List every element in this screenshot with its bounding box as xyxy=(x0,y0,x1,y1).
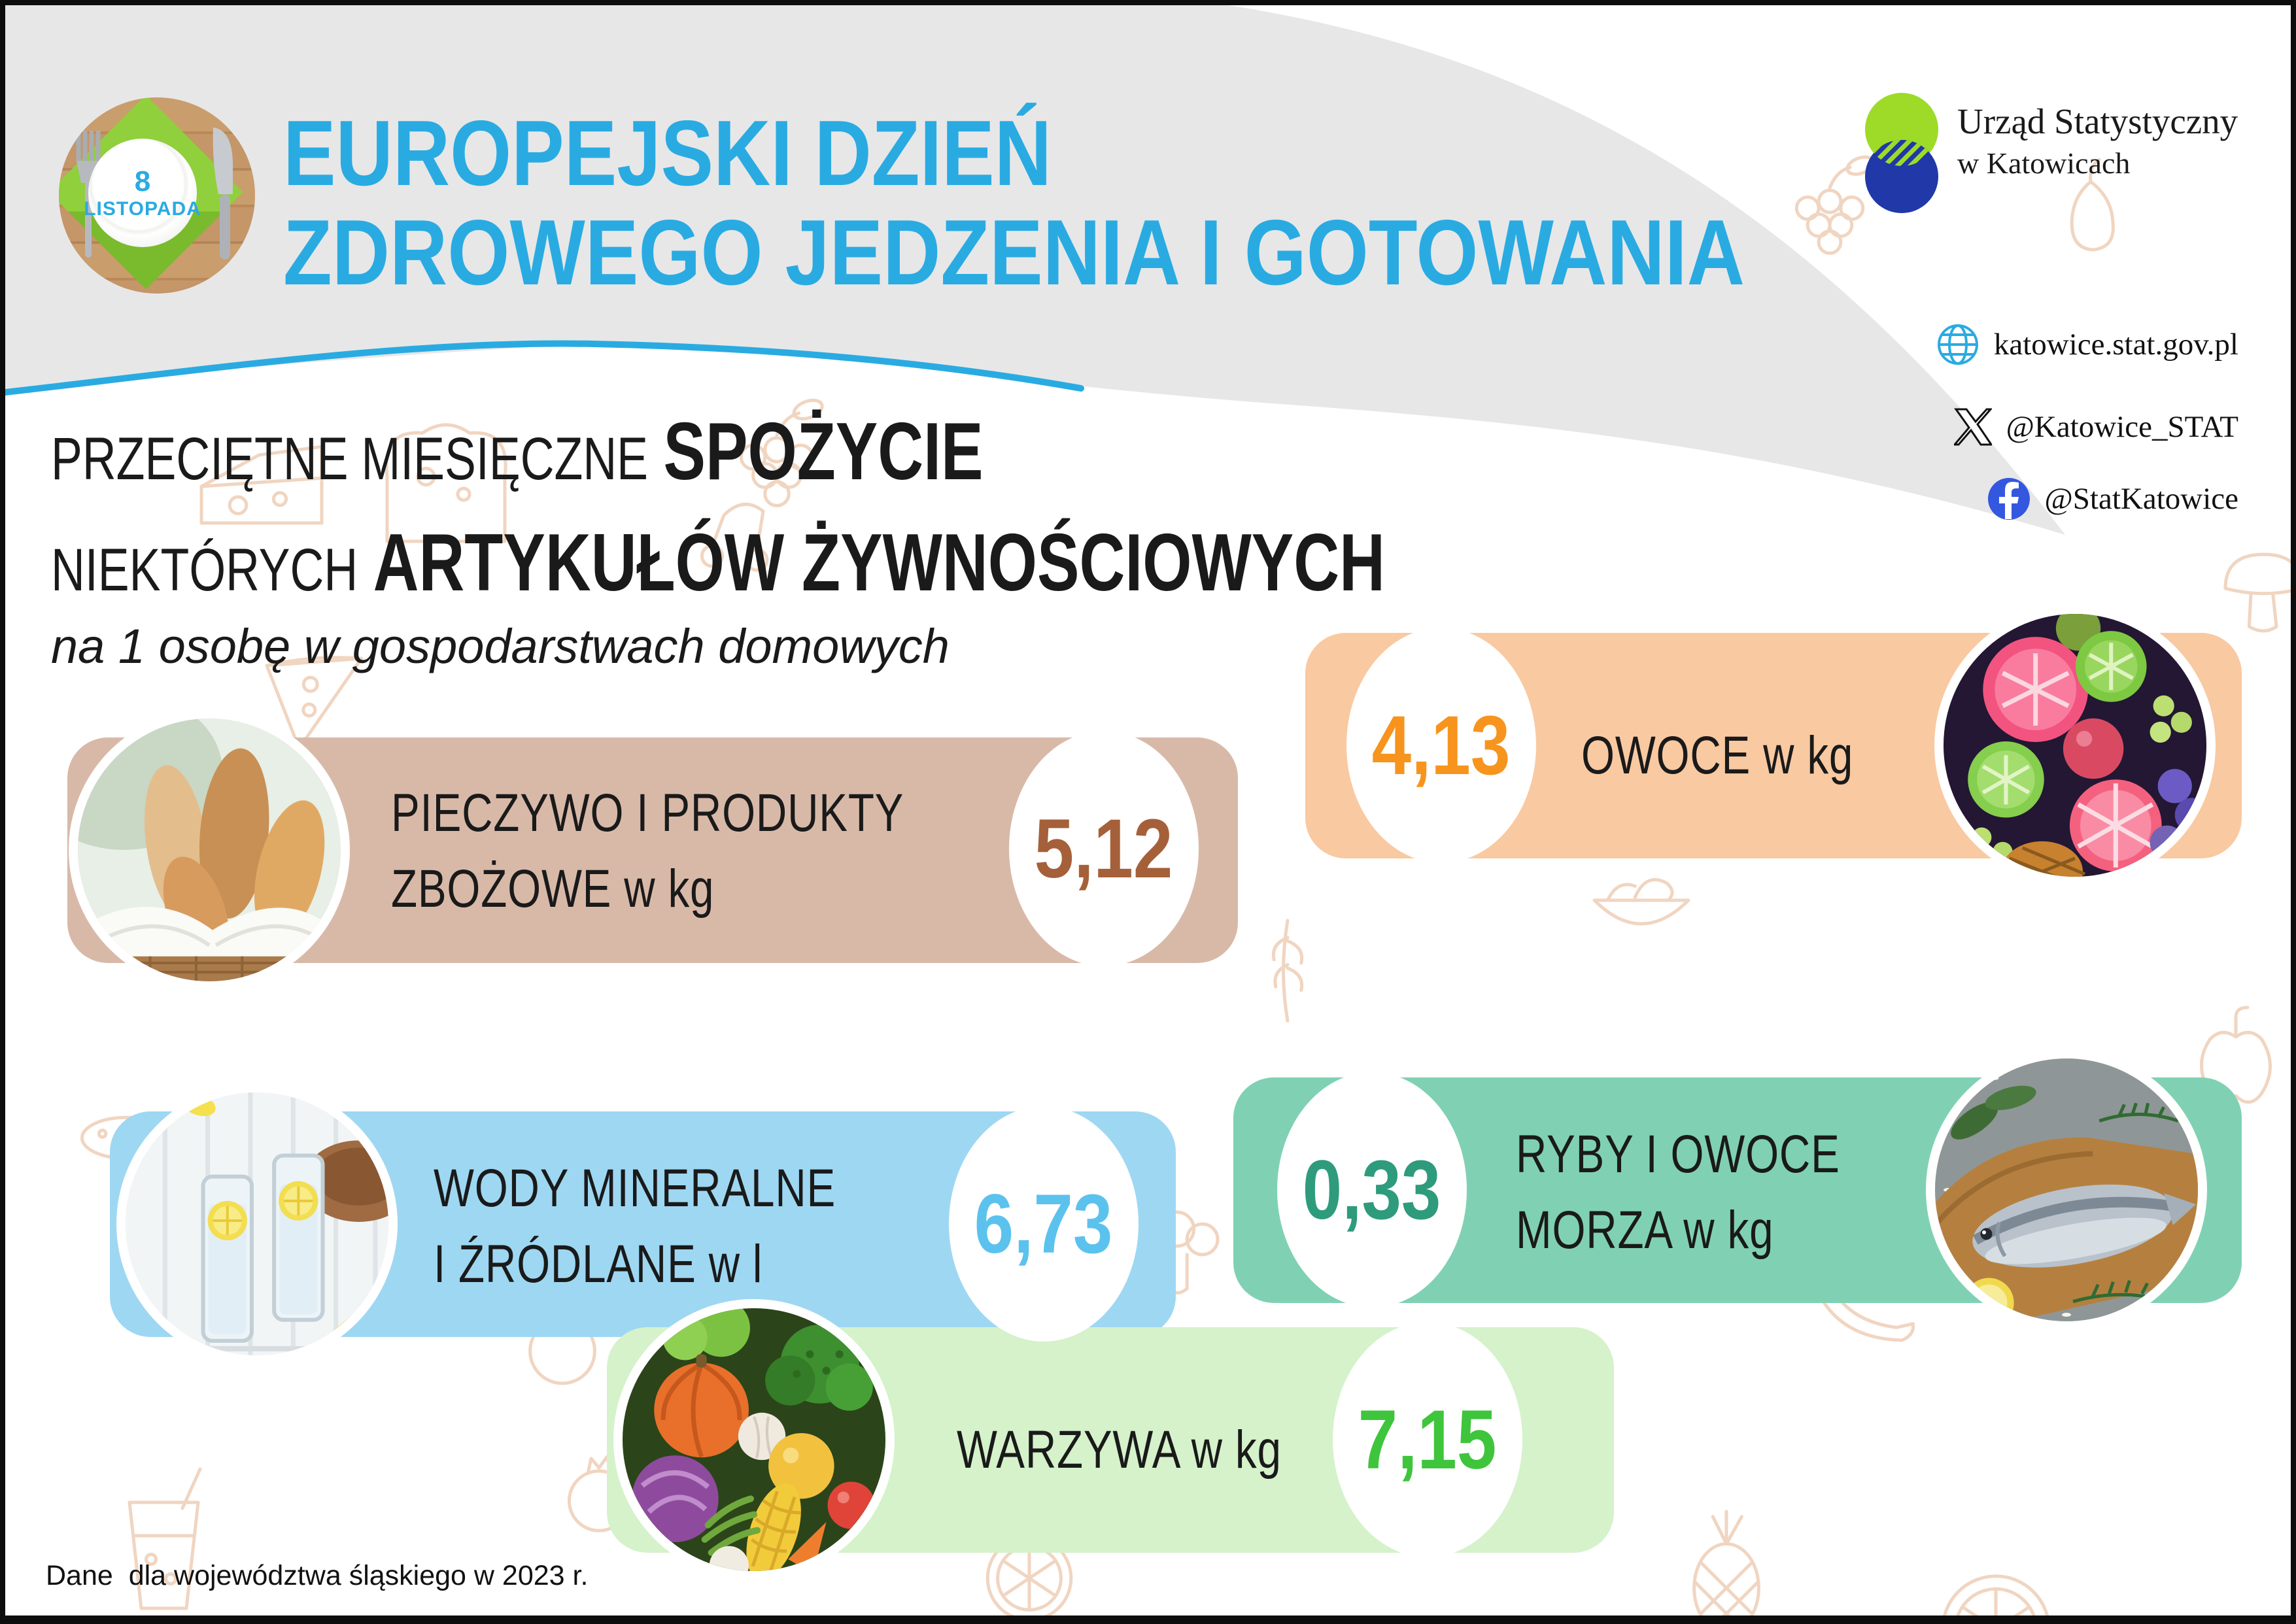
heading-line1: PRZECIĘTNE MIESIĘCZNE SPOŻYCIE xyxy=(51,405,984,498)
card-label-line: I ŹRÓDLANE w l xyxy=(434,1234,763,1294)
card-label-line: OWOCE w kg xyxy=(1581,726,1854,785)
header-blue-curve xyxy=(5,340,1084,396)
org-name: Urząd Statystyczny w Katowicach xyxy=(1957,103,2238,178)
header-gray-shape xyxy=(5,5,2065,535)
value-pieczywo: 5,12 xyxy=(1035,802,1173,896)
facebook-handle-label[interactable]: @StatKatowice xyxy=(2044,482,2238,516)
value-owoce: 4,13 xyxy=(1372,698,1511,792)
x-handle-label[interactable]: @Katowice_STAT xyxy=(2006,410,2238,444)
card-label-line: WODY MINERALNE xyxy=(434,1159,836,1218)
salad-bowl-doodle xyxy=(1594,879,1688,924)
card-wody-label: WODY MINERALNE I ŹRÓDLANE w l xyxy=(434,1151,836,1302)
org-name-line1: Urząd Statystyczny xyxy=(1957,101,2238,141)
value-bubble-ryby: 0,33 xyxy=(1277,1072,1467,1308)
orange-slice2-doodle xyxy=(1943,1576,2049,1624)
card-warzywa-label: WARZYWA w kg xyxy=(957,1412,1282,1488)
value-wody: 6,73 xyxy=(974,1177,1113,1271)
page-title-line2: ZDROWEGO JEDZENIA I GOTOWANIA xyxy=(283,201,1745,305)
date-badge: 8 LISTOPADA xyxy=(59,97,255,294)
card-pieczywo-label: PIECZYWO I PRODUKTY ZBOŻOWE w kg xyxy=(391,775,904,927)
knife-icon xyxy=(213,127,233,260)
heading-line1-bold: SPOŻYCIE xyxy=(663,407,984,497)
badge-day: 8 xyxy=(134,165,151,197)
card-label-line: ZBOŻOWE w kg xyxy=(391,859,715,919)
x-account-link[interactable]: @Katowice_STAT xyxy=(1953,408,2238,446)
globe-icon xyxy=(1937,324,1978,365)
card-label-line: MORZA w kg xyxy=(1516,1200,1774,1260)
website-label[interactable]: katowice.stat.gov.pl xyxy=(1993,328,2238,362)
toast-doodle xyxy=(386,425,505,541)
value-bubble-owoce: 4,13 xyxy=(1346,628,1536,863)
card-owoce-label: OWOCE w kg xyxy=(1581,718,1853,794)
facebook-icon xyxy=(1987,478,2030,520)
heading-line2-bold: ARTYKUŁÓW ŻYWNOŚCIOWYCH xyxy=(373,518,1385,608)
heading-line2-regular: NIEKTÓRYCH xyxy=(51,537,358,603)
page-title-line1: EUROPEJSKI DZIEŃ xyxy=(283,101,1052,205)
vegetables-photo xyxy=(613,1299,895,1580)
value-bubble-wody: 6,73 xyxy=(949,1106,1139,1342)
pizza-doodle xyxy=(267,641,380,751)
plate: 8 LISTOPADA xyxy=(84,139,201,247)
card-ryby-label: RYBY I OWOCE MORZA w kg xyxy=(1516,1117,1840,1268)
pear-doodle xyxy=(2072,160,2113,250)
heading-line1-regular: PRZECIĘTNE MIESIĘCZNE xyxy=(51,426,649,492)
cherries-doodle xyxy=(702,504,767,570)
mineral-water-photo xyxy=(116,1083,398,1364)
grapes-doodle xyxy=(741,397,825,506)
value-bubble-pieczywo: 5,12 xyxy=(1009,731,1199,966)
pineapple-doodle xyxy=(1694,1512,1759,1624)
website-link[interactable]: katowice.stat.gov.pl xyxy=(1936,323,2238,366)
heading-line2: NIEKTÓRYCH ARTYKUŁÓW ŻYWNOŚCIOWYCH xyxy=(51,516,1385,609)
header-banner: EUROPEJSKI DZIEŃ ZDROWEGO JEDZENIA I GOT… xyxy=(5,5,2065,535)
bread-basket-photo xyxy=(69,709,350,990)
x-icon xyxy=(1953,408,1992,446)
data-source-note: Dane dla województwa śląskiego w 2023 r. xyxy=(46,1560,589,1591)
heading-line3: na 1 osobę w gospodarstwach domowych xyxy=(51,619,950,673)
value-bubble-warzywa: 7,15 xyxy=(1333,1322,1522,1557)
value-ryby: 0,33 xyxy=(1303,1143,1441,1237)
drink-glass-doodle xyxy=(129,1469,200,1608)
card-label-line: WARZYWA w kg xyxy=(957,1420,1282,1480)
stat-office-logo xyxy=(1865,93,1938,213)
facebook-link[interactable]: @StatKatowice xyxy=(1987,477,2238,520)
wheat-doodle xyxy=(1273,921,1301,1021)
card-label-line: RYBY I OWOCE xyxy=(1516,1125,1840,1184)
badge-month: LISTOPADA xyxy=(84,198,201,220)
fruits-photo xyxy=(1934,605,2216,886)
value-warzywa: 7,15 xyxy=(1358,1393,1497,1487)
cheese-doodle xyxy=(201,447,322,523)
card-label-line: PIECZYWO I PRODUKTY xyxy=(391,783,904,843)
fish-photo xyxy=(1926,1049,2207,1330)
mushroom-doodle xyxy=(2225,554,2296,631)
org-name-line2: w Katowicach xyxy=(1957,146,2131,180)
